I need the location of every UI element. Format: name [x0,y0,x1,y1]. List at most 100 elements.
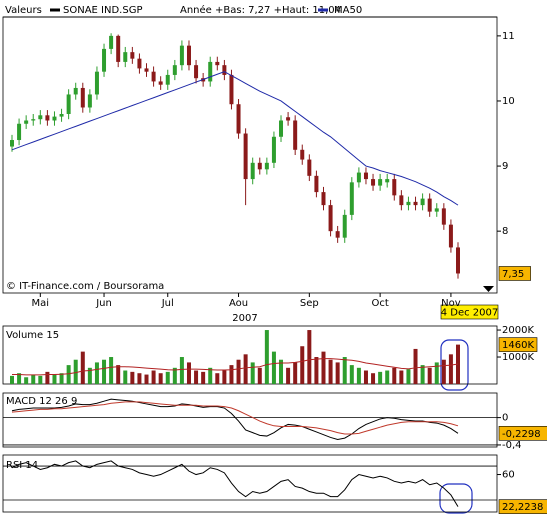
volume-bar [151,370,156,384]
volume-bar [186,362,191,384]
candle-body [434,208,439,212]
candle-body [38,115,43,120]
candle-body [165,74,170,85]
volume-bar [371,373,376,384]
volume-bar [215,373,220,384]
candle-body [229,74,234,105]
candle-body [73,87,78,95]
volume-bar [236,359,241,384]
volume-bar [300,346,305,384]
x-tick-label: Mai [32,298,50,309]
candle-body [399,195,404,206]
candle-body [448,224,453,248]
x-tick-label: Jul [161,298,174,309]
scroll-arrow [483,286,494,292]
candle-body [179,45,184,66]
candle-body [215,61,220,66]
candle-body [456,247,460,274]
x-tick-label: Aou [229,298,248,309]
candle-body [293,120,298,150]
volume-bar [123,370,128,384]
volume-bar [349,365,354,384]
x-tick-label: Oct [371,298,388,309]
volume-bar [73,359,78,384]
volume-bar [406,369,411,384]
candle-body [87,94,92,108]
candle-body [172,65,177,75]
panel-title: RSI 14 [6,460,38,471]
candle-body [52,116,57,121]
candle-body [279,120,284,137]
value-label-box [498,426,547,441]
volume-bar [434,362,439,384]
candle-body [257,162,262,170]
volume-bar [38,375,43,384]
candle-body [130,52,135,59]
volume-bar [392,367,397,384]
candle-body [328,205,333,232]
volume-bar [144,374,149,384]
candle-body [314,175,319,193]
candle-body [321,192,326,206]
volume-ma-line [12,358,459,376]
panel-frame [2,454,498,513]
candle-body [194,65,199,79]
volume-bar [335,362,340,384]
candle-body [123,52,128,62]
candle-body [300,149,305,160]
volume-bar [250,362,255,384]
volume-bar [413,348,418,384]
y-tick-label: 1000K [502,352,534,363]
volume-bar [102,359,107,384]
volume-bar [243,354,248,384]
candle-body [102,48,107,72]
candle-body [420,198,425,206]
legend-label: MA50 [334,5,362,16]
indicator-line [11,398,459,440]
candle-body [264,162,269,170]
x-axis-title: 2007 [232,313,257,324]
volume-bar [94,362,99,384]
candle-body [356,172,361,183]
volume-bar [24,377,29,384]
candle-body [427,198,432,212]
value-label-box [498,499,547,514]
candle-body [17,123,22,141]
candle-body [271,136,276,163]
volume-bar [229,365,234,384]
volume-bar [172,367,177,384]
candle-body [109,35,114,49]
candle-body [59,113,64,117]
candle-body [151,71,156,82]
candle-body [186,45,191,66]
volume-bar [66,365,71,384]
y-tick-label: -0,4 [502,440,522,451]
candle-body [208,61,213,82]
volume-bar [427,367,432,384]
y-tick-label: 0 [502,413,508,424]
legend-key [50,8,60,12]
candle-body [158,81,163,85]
x-tick-label: Sep [300,298,319,309]
volume-bar [109,357,114,384]
panel-title: Volume 15 [6,330,59,341]
candle-body [137,58,142,69]
volume-bar [165,371,170,384]
volume-bar [271,351,276,384]
y-tick-label: 60 [502,470,515,481]
value-label-box [498,337,538,352]
candle-body [94,71,99,95]
value-label: -0,2298 [502,429,541,440]
candle-body [24,120,29,124]
y-tick-label: 9 [502,161,508,172]
date-label: 4 Dec 2007 [441,308,499,319]
volume-bar [420,365,425,384]
legend-key [318,8,328,12]
candle-body [363,172,368,180]
volume-bar [286,367,291,384]
candle-body [45,115,50,121]
candle-body [250,162,255,180]
legend-label: SONAE IND.SGP [63,5,142,16]
candle-body [371,179,376,186]
volume-bar [378,371,383,384]
